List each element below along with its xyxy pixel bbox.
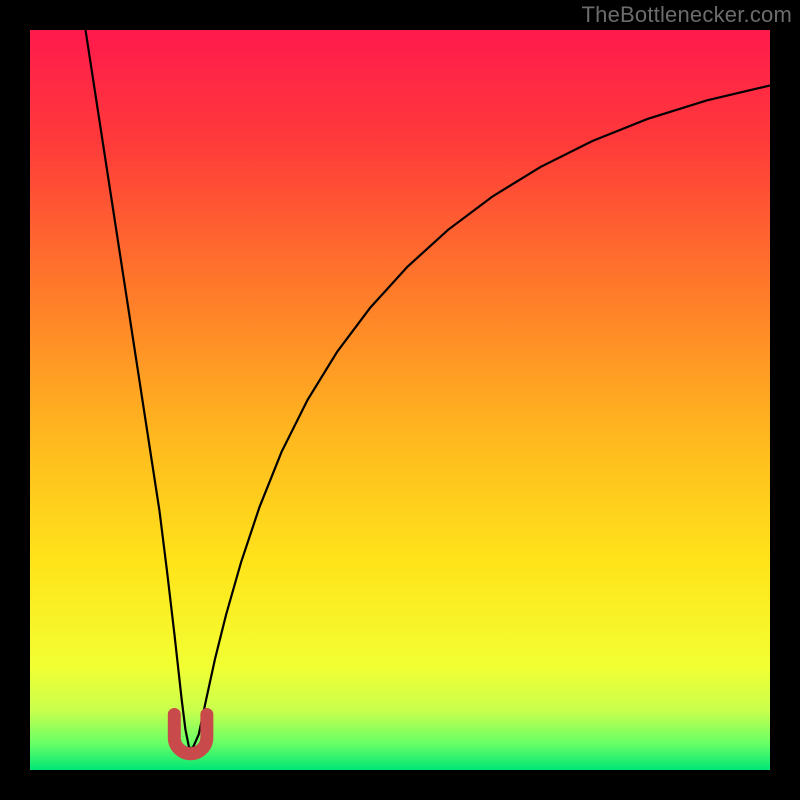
curve-layer [30,30,770,770]
valley-marker [174,715,207,754]
bottleneck-curve [86,30,771,748]
watermark-text: TheBottlenecker.com [582,2,792,28]
chart-container: TheBottlenecker.com [0,0,800,800]
plot-area [30,30,770,770]
